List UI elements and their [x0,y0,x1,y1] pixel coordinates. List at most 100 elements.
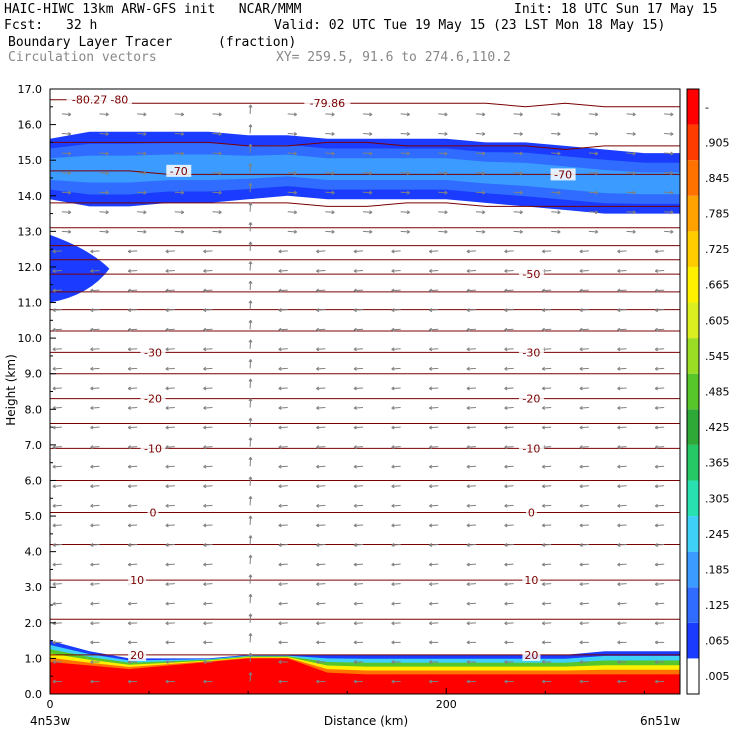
circulation-vector [90,387,100,390]
colorbar-label: .605 [705,314,730,327]
circulation-vector [655,465,665,468]
circulation-vector [429,622,439,624]
circulation-vector [353,602,364,605]
vector-head [165,543,169,547]
vector-head [165,503,169,508]
vector-head [331,210,335,215]
contour-label: 0 [528,507,535,520]
vector-head [90,484,94,489]
vector-head [127,288,132,293]
vector-head [617,464,621,469]
circulation-vector [429,407,439,409]
vector-head [429,249,433,254]
vector-head [429,679,433,684]
vector-head [165,484,169,489]
circulation-vector [655,309,665,311]
contour-label-bg [550,168,576,181]
circulation-vector [128,328,138,331]
vector-head [278,366,282,371]
colorbar-swatch [687,338,699,374]
circulation-vector [617,309,627,311]
circulation-vector [626,152,636,155]
circulation-vector [579,544,589,546]
vector-head [579,308,583,313]
contour-label: -30 [522,346,540,359]
vector-head [391,640,395,645]
circulation-vector [655,504,665,507]
circulation-vector [438,211,448,213]
vector-head [369,151,373,156]
vector-head [594,151,599,156]
circulation-vector [588,152,598,155]
circulation-vector [588,191,598,194]
vector-head [519,112,523,117]
vector-head [127,679,131,684]
circulation-vector [249,437,252,447]
circulation-vector [504,328,514,331]
circulation-vector [203,544,213,546]
circulation-vector [278,387,288,390]
vector-head [165,288,169,293]
vector-head [654,347,659,352]
vector-head [579,679,583,684]
vector-head [316,621,320,626]
vector-head [105,190,109,195]
contour-label-bg [518,392,544,405]
circulation-vector [128,348,138,350]
model-title: HAIC-HIWC 13km ARW-GFS init NCAR/MMM [4,2,302,17]
circulation-vector [466,622,476,624]
vector-head [278,249,282,254]
circulation-vector [429,504,439,507]
vector-head [632,229,636,234]
vector-head [429,503,433,508]
circulation-vector [61,191,71,194]
vector-head [391,249,395,254]
vector-head [504,601,508,606]
circulation-vector [203,602,213,605]
circulation-vector [325,132,335,135]
circulation-vector [579,622,589,624]
vector-head [541,386,546,391]
vector-head [353,464,357,469]
contour-label: 0 [150,507,157,520]
vector-head [391,582,395,587]
vector-head [90,366,94,371]
contour-label: 20 [524,649,538,662]
vector-head [353,621,357,626]
vector-head [670,171,674,176]
vector-head [316,464,320,469]
vector-head [353,445,357,450]
vector-head [504,327,508,332]
vector-head [429,582,433,587]
circulation-vector [128,289,138,292]
circulation-vector [353,270,364,272]
vector-head [278,268,282,273]
vector-head [444,151,448,156]
circulation-vector [99,211,109,213]
circulation-vector [429,544,439,546]
circulation-vector [278,309,288,311]
vector-head [617,425,621,430]
circulation-vector [128,485,138,487]
vector-head [90,640,94,645]
circulation-vector [90,544,100,546]
vector-head [391,621,395,626]
vector-head [248,261,253,265]
vector-head [579,347,583,352]
vector-head [617,386,621,391]
circulation-vector [52,602,62,605]
circulation-vector [52,367,62,370]
vector-head [203,327,207,332]
circulation-vector [52,485,62,487]
circulation-vector [128,602,138,605]
vector-head [429,640,433,645]
vector-head [466,640,470,645]
circulation-vector [664,230,674,233]
circulation-vector [278,446,288,448]
vector-head [541,601,546,606]
vector-head [105,229,109,234]
vector-head [331,171,335,176]
circulation-vector [542,328,552,331]
circulation-vector [52,446,62,448]
vector-head [143,210,147,215]
